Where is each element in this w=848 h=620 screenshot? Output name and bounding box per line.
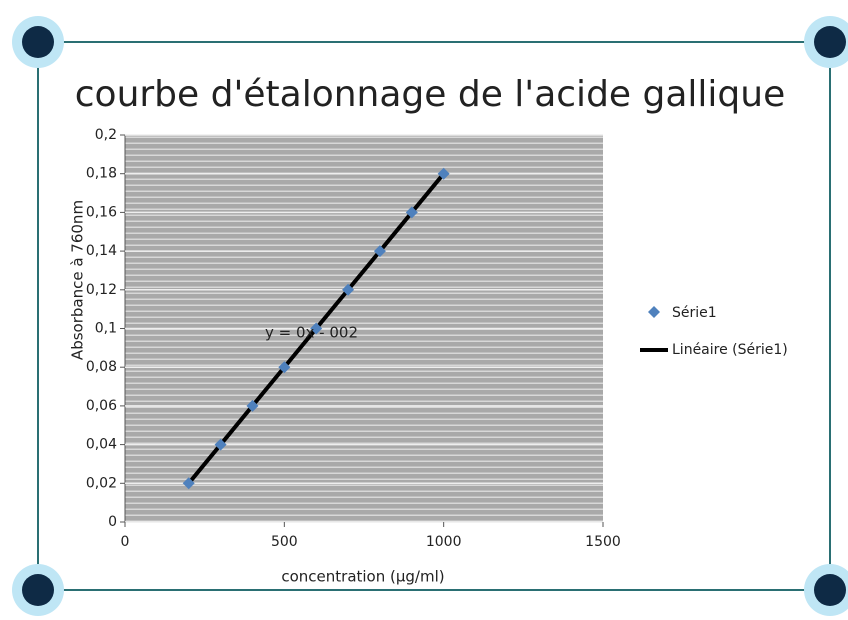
data-point	[310, 322, 323, 335]
data-point	[246, 399, 259, 412]
y-axis-label: Absorbance à 760nm	[69, 200, 87, 360]
x-axis-label: concentration (µg/ml)	[281, 568, 444, 586]
y-tick-label: 0,06	[86, 398, 117, 414]
corner-dots	[12, 16, 848, 616]
y-tick-label: 0,18	[86, 166, 117, 182]
y-tick-label: 0,14	[86, 243, 117, 259]
y-tick-label: 0,08	[86, 359, 117, 375]
annotation: y = 0x - 002	[265, 324, 358, 342]
y-tick-label: 0,04	[86, 437, 117, 453]
data-point	[373, 245, 386, 258]
x-tick-label: 0	[121, 534, 130, 550]
data-point	[182, 477, 195, 490]
legend-marker	[648, 306, 660, 318]
y-tick-label: 0	[108, 514, 117, 530]
y-tick-label: 0,1	[95, 321, 117, 337]
legend-label: Série1	[672, 305, 717, 321]
y-tick-label: 0,02	[86, 475, 117, 491]
y-tick-label: 0,2	[95, 127, 117, 143]
legend-label: Linéaire (Série1)	[672, 342, 788, 358]
data-point	[342, 283, 355, 296]
x-tick-label: 500	[271, 534, 298, 550]
chart-title: courbe d'étalonnage de l'acide gallique	[75, 74, 786, 115]
y-tick-label: 0,16	[86, 204, 117, 220]
data-point	[437, 167, 450, 180]
x-tick-label: 1000	[426, 534, 462, 550]
x-tick-label: 1500	[585, 534, 621, 550]
data-point	[278, 361, 291, 374]
data-point	[214, 438, 227, 451]
frame	[37, 41, 831, 591]
data-point	[405, 206, 418, 219]
y-tick-label: 0,12	[86, 282, 117, 298]
